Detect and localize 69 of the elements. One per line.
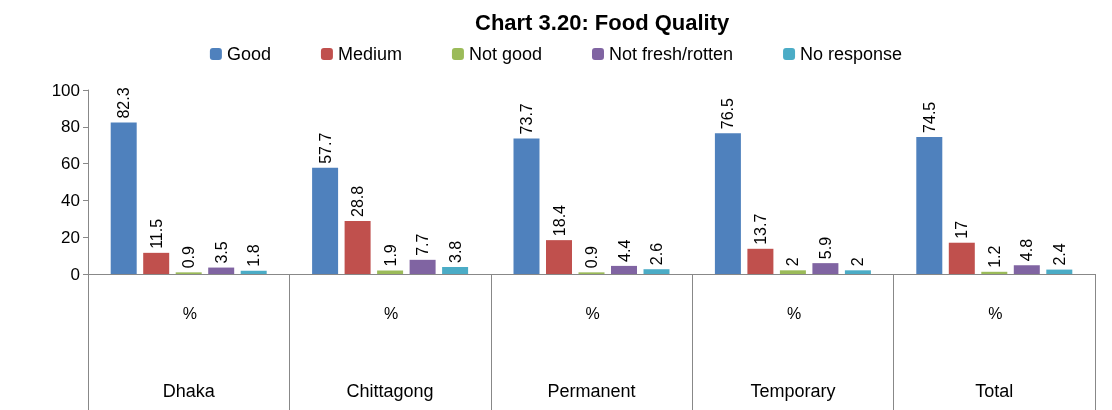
data-label: 5.9 [816,236,834,260]
chart-title: Chart 3.20: Food Quality [475,9,731,35]
data-label: 57.7 [316,132,334,164]
text: % [786,304,802,322]
data-label: 11.5 [147,218,165,249]
legend-label: Medium [337,44,402,64]
bar [208,267,235,274]
data-label: 2.6 [648,242,665,266]
text: % [988,304,1003,322]
bar [143,252,170,274]
data-label: 73.7 [518,103,535,135]
data-label: 1.8 [245,244,263,267]
bar [546,240,572,274]
legend-label: Not fresh/rotten [609,44,734,64]
data-label: 2 [784,257,802,267]
data-label: 3.8 [446,240,464,264]
data-label: 13.7 [751,213,769,245]
text: % [384,304,399,322]
data-label: 7.7 [414,233,432,256]
x-tick-label: Temporary [750,381,836,401]
y-tick-label: 20 [61,227,80,247]
legend-label: Good [226,44,271,64]
bar [1013,265,1040,274]
y-tick-label: 80 [61,117,80,137]
y-tick-label: 60 [61,154,80,174]
data-label: 3.5 [212,241,230,264]
data-label: 0.9 [583,246,600,269]
data-label: 1.9 [381,244,399,267]
bar [611,265,637,274]
bar [110,122,137,274]
data-label: 2 [849,257,867,267]
bar [442,267,469,274]
data-label: 0.9 [180,246,198,269]
bar [513,138,540,274]
legend-label: Not good [468,44,542,64]
x-tick-label: Permanent [547,381,636,401]
bar [844,270,871,274]
y-tick-label: 100 [51,80,80,100]
legend-label: No response [800,44,903,64]
bar [409,259,436,274]
data-label: 18.4 [550,204,568,237]
y-tick-label: 40 [61,190,80,210]
bar [714,133,741,274]
data-label: 28.8 [349,185,367,218]
data-label: 82.3 [115,87,133,119]
text: % [182,304,197,322]
bar [812,263,839,274]
bar [240,270,267,274]
data-label: 4.4 [615,239,633,262]
bar [948,242,975,274]
bar [643,269,670,274]
bar [1046,269,1073,274]
bar [779,270,806,274]
y-tick-label: 0 [70,264,80,284]
data-label: 4.8 [1018,238,1036,262]
data-label: 1.2 [985,245,1003,268]
data-label: 74.5 [920,101,938,133]
x-tick-label: Dhaka [162,381,216,401]
bar [981,271,1008,274]
bar [747,248,774,274]
x-tick-label: Chittagong [346,381,434,401]
data-label: 17 [953,220,971,239]
x-tick-label: Total [975,381,1014,401]
bar [344,221,371,274]
data-label: 2.4 [1050,243,1068,266]
bar [312,167,339,274]
data-label: 76.5 [719,98,737,130]
bar [916,136,943,274]
text: % [585,304,600,322]
